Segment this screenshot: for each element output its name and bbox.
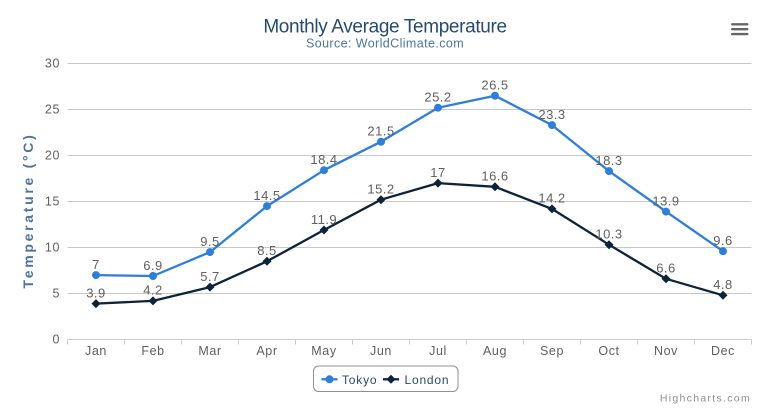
svg-text:17: 17 — [430, 165, 445, 180]
svg-text:7: 7 — [92, 257, 100, 272]
svg-text:Aug: Aug — [483, 344, 507, 358]
svg-text:Sep: Sep — [540, 344, 564, 358]
svg-text:Highcharts.com: Highcharts.com — [660, 393, 751, 405]
svg-text:15: 15 — [45, 194, 60, 208]
svg-text:8.5: 8.5 — [257, 243, 277, 258]
svg-text:Nov: Nov — [654, 344, 678, 358]
svg-text:13.9: 13.9 — [652, 193, 679, 208]
svg-text:Feb: Feb — [141, 344, 164, 358]
svg-text:5.7: 5.7 — [200, 269, 220, 284]
svg-text:20: 20 — [45, 148, 60, 162]
svg-text:3.9: 3.9 — [86, 285, 106, 300]
svg-text:14.2: 14.2 — [538, 191, 565, 206]
svg-text:Monthly Average Temperature: Monthly Average Temperature — [263, 17, 506, 38]
svg-text:23.3: 23.3 — [538, 107, 565, 122]
svg-text:11.9: 11.9 — [311, 212, 337, 227]
svg-text:Oct: Oct — [598, 344, 619, 358]
svg-text:25.2: 25.2 — [424, 90, 451, 105]
svg-text:6.9: 6.9 — [143, 258, 163, 273]
svg-text:10.3: 10.3 — [595, 227, 622, 242]
svg-text:18.3: 18.3 — [595, 153, 622, 168]
svg-text:26.5: 26.5 — [481, 78, 508, 93]
svg-text:Mar: Mar — [198, 344, 221, 358]
svg-text:0: 0 — [52, 332, 60, 346]
svg-text:Source: WorldClimate.com: Source: WorldClimate.com — [306, 37, 464, 51]
svg-text:18.4: 18.4 — [310, 152, 337, 167]
svg-text:4.8: 4.8 — [713, 277, 733, 292]
svg-text:Dec: Dec — [711, 344, 735, 358]
svg-text:21.5: 21.5 — [367, 124, 394, 139]
svg-text:16.6: 16.6 — [481, 169, 508, 184]
svg-text:9.5: 9.5 — [200, 234, 220, 249]
svg-text:Temperature (°C): Temperature (°C) — [20, 133, 36, 289]
svg-text:9.6: 9.6 — [713, 233, 733, 248]
svg-text:30: 30 — [45, 56, 60, 70]
svg-text:6.6: 6.6 — [656, 261, 676, 276]
svg-text:4.2: 4.2 — [143, 283, 163, 298]
svg-text:Jul: Jul — [429, 344, 447, 358]
svg-text:Tokyo: Tokyo — [342, 373, 377, 387]
svg-text:5: 5 — [52, 286, 60, 300]
svg-text:Jun: Jun — [370, 344, 392, 358]
svg-text:Apr: Apr — [256, 344, 277, 358]
svg-text:25: 25 — [45, 102, 60, 116]
svg-text:14.5: 14.5 — [253, 188, 280, 203]
svg-text:10: 10 — [45, 240, 60, 254]
svg-text:Jan: Jan — [85, 344, 107, 358]
svg-text:15.2: 15.2 — [367, 182, 394, 197]
svg-text:London: London — [405, 373, 450, 387]
svg-text:May: May — [311, 344, 337, 358]
